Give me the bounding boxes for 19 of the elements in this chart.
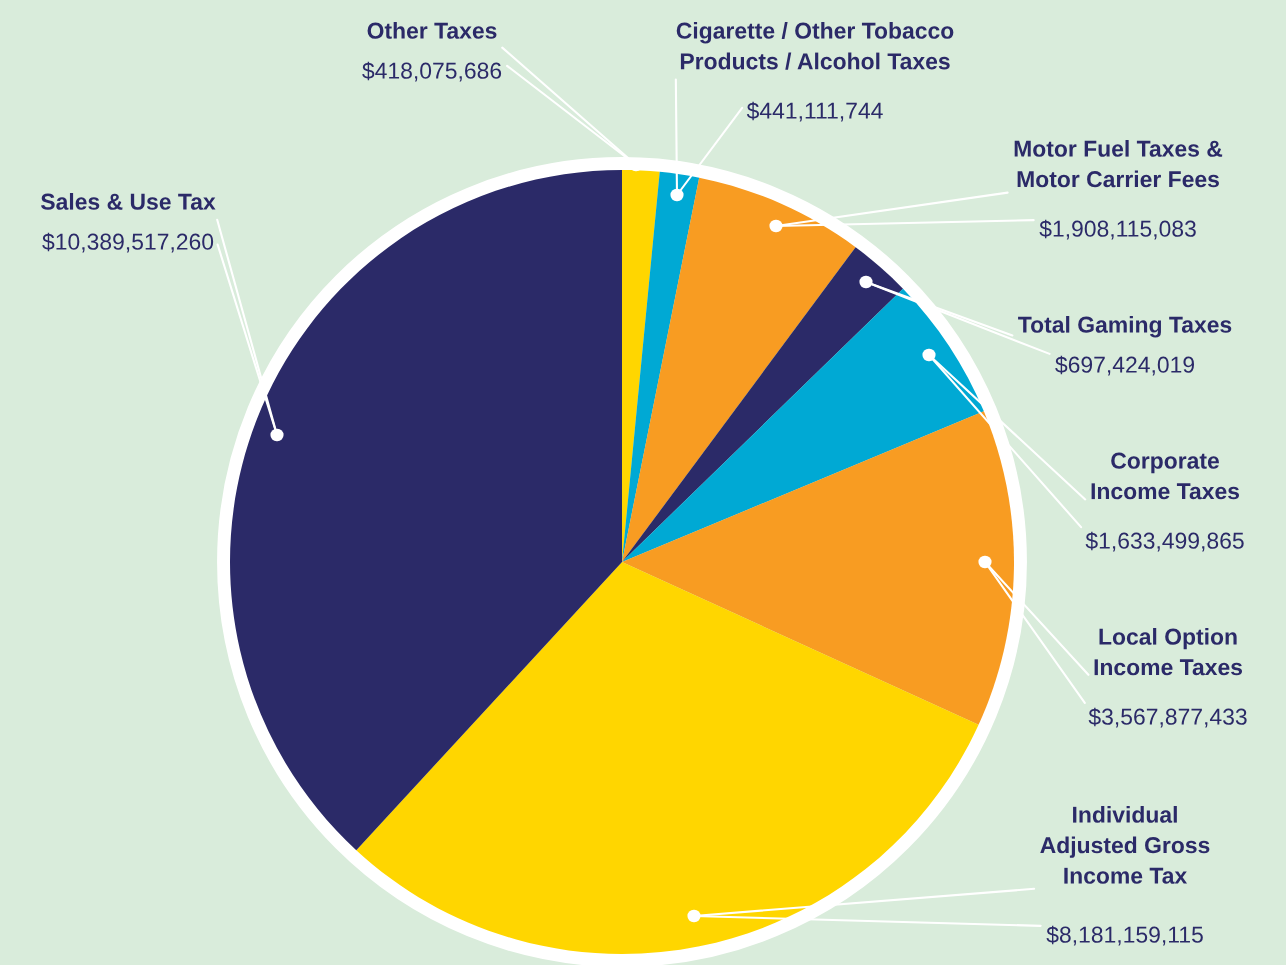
slice-label: Motor Fuel Taxes & Motor Carrier Fees xyxy=(1014,140,1223,188)
data-label: $8,181,159,115 xyxy=(1046,925,1203,946)
slice-label: Cigarette / Other Tobacco Products / Alcohol Taxes xyxy=(676,22,954,70)
slice-label: Total Gaming Taxes xyxy=(1018,316,1232,338)
data-label: $418,075,686 xyxy=(362,61,502,82)
data-label: $1,633,499,865 xyxy=(1085,531,1244,552)
slice-label: Corporate Income Taxes xyxy=(1091,452,1240,500)
pie-slice xyxy=(622,171,700,562)
data-label: $3,567,877,433 xyxy=(1088,707,1247,728)
data-label: $10,389,517,260 xyxy=(42,232,214,253)
pie-slice xyxy=(622,288,984,562)
slice-label: Local Option Income Taxes xyxy=(1094,628,1243,676)
slice-label: Other Taxes xyxy=(367,22,497,39)
data-label: $441,111,744 xyxy=(746,101,883,122)
pie-slice xyxy=(356,562,979,954)
data-label: $1,908,115,083 xyxy=(1039,219,1196,240)
slice-label: Individual Adjusted Gross Income Tax xyxy=(1040,806,1210,884)
data-label: $697,424,019 xyxy=(1055,355,1195,376)
slice-label: Sales & Use Tax xyxy=(40,193,216,210)
